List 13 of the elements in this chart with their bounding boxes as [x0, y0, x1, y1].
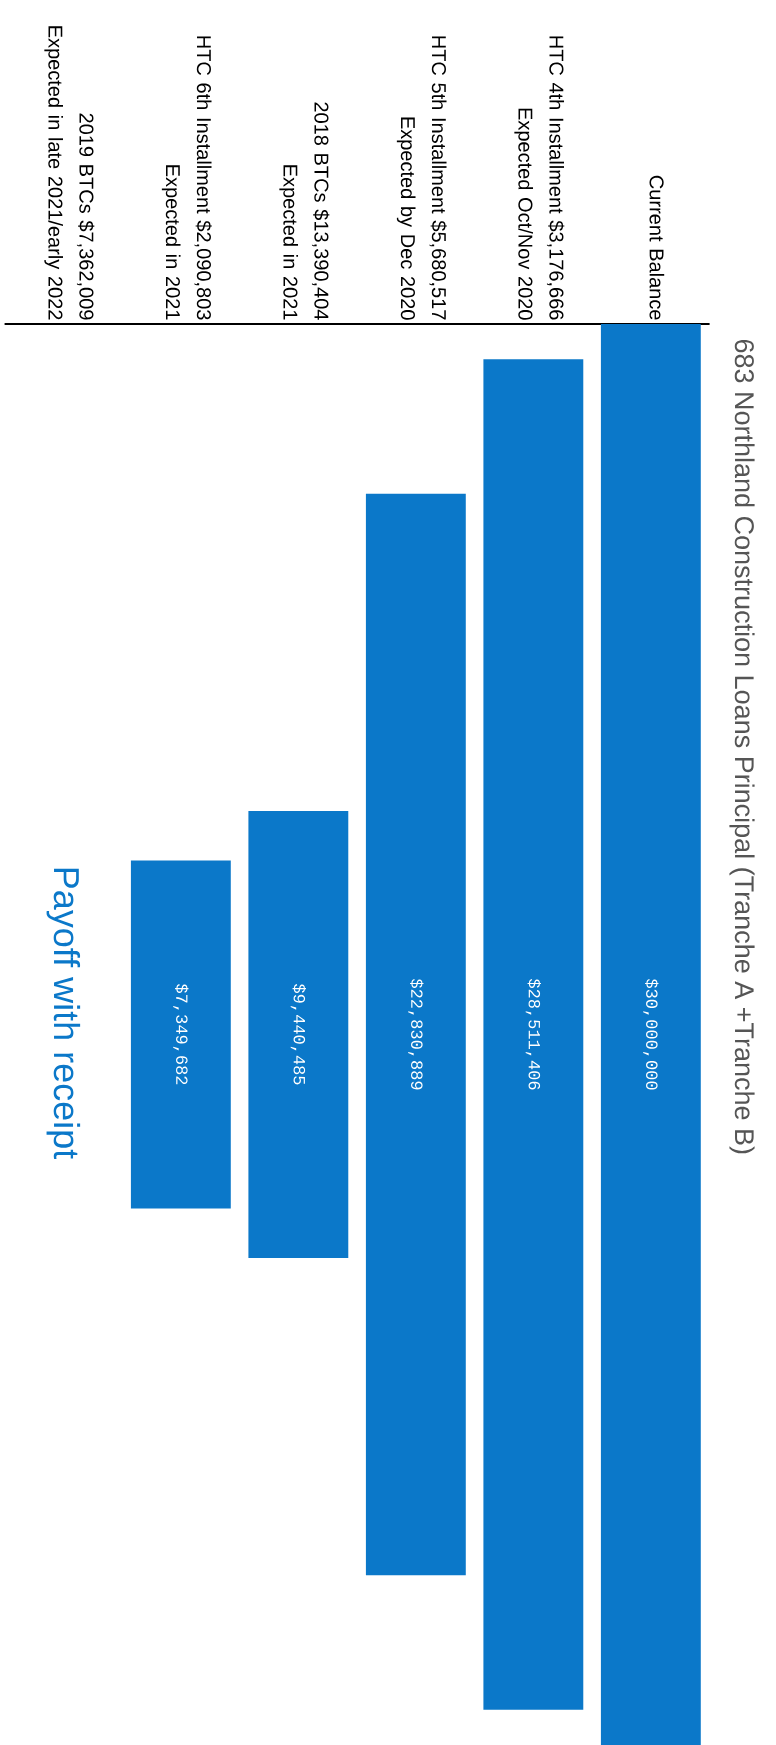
- category-label: Current Balance: [649, 175, 665, 320]
- category-label: 2019 BTCs $7,362,009 Expected in late 2021/early 2022: [44, 26, 95, 320]
- data-label: $9,440,485: [290, 984, 306, 1085]
- data-label: $7,349,682: [173, 984, 189, 1085]
- data-label: $22,830,889: [408, 978, 424, 1090]
- data-label: $28,511,406: [525, 978, 541, 1090]
- category-label: HTC 5th Installment $5,680,517 Expected by Dec 2020: [396, 36, 447, 320]
- category-label: HTC 4th Installment $3,176,666 Expected Oct/Nov 2020: [514, 36, 565, 320]
- data-label: $30,000,000: [643, 978, 659, 1090]
- text: Payoff with receipt: [46, 868, 81, 1159]
- category-label: 2018 BTCs $13,390,404 Expected in 2021: [279, 102, 330, 320]
- text: 683 Northland Construction Loans Principal (Tranche A +Tranche B): [729, 339, 755, 1154]
- category-label: HTC 6th Installment $2,090,803 Expected in 2021: [161, 36, 212, 320]
